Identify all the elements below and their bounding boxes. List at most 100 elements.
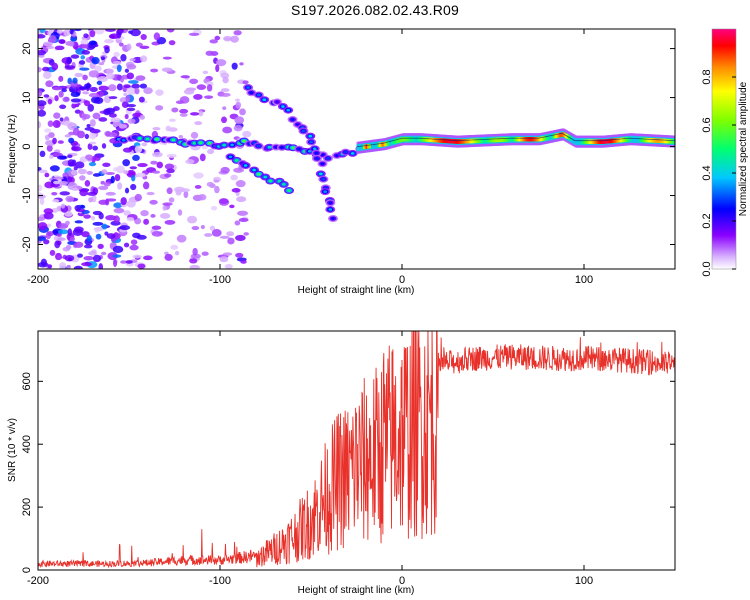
spectrogram-cell — [72, 127, 80, 136]
spectrogram-cell — [74, 220, 84, 224]
spectrogram-cell — [121, 101, 129, 108]
spectrogram-cell — [103, 182, 111, 187]
spectrogram-cell — [65, 195, 74, 203]
spectrogram-cell — [51, 199, 60, 203]
spectrogram-cell — [235, 234, 246, 241]
spectrogram-cell — [98, 85, 109, 91]
spectrogram-cell — [213, 179, 220, 183]
spectrogram-cell — [239, 108, 246, 116]
spectrogram-cell — [203, 95, 214, 99]
spectrogram-cell — [42, 71, 52, 79]
spectrogram-cell — [190, 131, 199, 139]
spectrogram-cell — [171, 138, 176, 142]
spectrogram-cell — [66, 56, 72, 65]
colorbar-tick-label: 0.8 — [701, 69, 713, 84]
spectrogram-cell — [67, 154, 73, 158]
spectrogram-cell — [65, 220, 70, 226]
spectrogram-cell — [57, 229, 69, 235]
spectrogram-cell — [43, 41, 53, 47]
spectrogram-cell — [222, 76, 229, 84]
spectrogram-cell — [123, 92, 128, 97]
spectrogram-cell — [290, 118, 295, 121]
spectrogram-cell — [242, 80, 249, 85]
snr-panel: -200 -100 0 100 0 200 400 600 Height of straig… — [7, 330, 676, 596]
spectrogram-cell — [137, 137, 142, 140]
spectrogram-cell — [237, 210, 249, 216]
spectrogram-cell — [108, 96, 118, 100]
spectrogram-cell — [64, 134, 71, 138]
spectrogram-cell — [106, 72, 115, 80]
spectrogram-cell — [74, 226, 84, 233]
spectrogram-cell — [320, 162, 325, 166]
spectrogram-cell — [159, 212, 171, 219]
spectrogram-cell — [214, 185, 220, 194]
spectrogram-cell — [236, 196, 247, 203]
spectrogram-cell — [125, 260, 133, 264]
spectrogram-cell — [89, 86, 98, 93]
spectrogram-cell — [321, 153, 325, 157]
spectrogram-cell — [104, 46, 110, 54]
spectrogram-cell — [40, 258, 48, 267]
spectrogram-cell — [130, 183, 137, 191]
spectrogram-cell — [309, 140, 314, 144]
spectrogram-cell — [125, 94, 131, 103]
spectrogram-cell — [140, 34, 147, 40]
spectrogram-cell — [84, 133, 90, 140]
spectrogram-cell — [321, 177, 326, 181]
spectrogram-cell — [108, 84, 117, 92]
spectrogram-cell — [74, 109, 81, 114]
spectrogram-cell — [155, 105, 164, 111]
spectrogram-x-tick-label: 0 — [399, 274, 405, 286]
spectrogram-cell — [127, 118, 136, 124]
spectrogram-cell — [48, 154, 54, 159]
spectrogram-cell — [287, 189, 291, 192]
spectrogram-cell — [110, 175, 115, 184]
spectrogram-cell — [112, 106, 120, 111]
spectrogram-cell — [226, 231, 235, 237]
spectrogram-cell — [100, 251, 107, 256]
snr-series-line — [38, 331, 675, 569]
spectrogram-cell — [215, 59, 227, 67]
spectrogram-cell — [155, 137, 159, 141]
spectrogram-cell — [222, 106, 227, 110]
spectrogram-cell — [104, 39, 114, 44]
spectrogram-cell — [220, 72, 230, 79]
spectrogram-cell — [70, 170, 77, 176]
spectrogram-cell — [56, 255, 63, 260]
spectrogram-cell — [38, 109, 47, 117]
spectrogram-cell — [46, 144, 53, 152]
spectrogram-cell — [124, 187, 130, 194]
spectrogram-cell — [328, 201, 333, 205]
spectrogram-cell — [190, 253, 201, 259]
spectrogram-cell — [86, 124, 91, 128]
spectrogram-cell — [123, 84, 131, 89]
spectrogram-cell — [242, 139, 246, 143]
spectrogram-cell — [179, 108, 189, 114]
spectrogram-cell — [73, 265, 83, 269]
spectrogram-cell — [57, 140, 64, 144]
spectrogram-cell — [230, 174, 238, 181]
spectrogram-cell — [199, 153, 206, 162]
spectrogram-cell — [178, 135, 184, 139]
spectrogram-cell — [155, 89, 164, 96]
spectrogram-y-ticks: -20 -10 0 10 20 — [21, 42, 675, 252]
spectrogram-cell — [105, 131, 111, 137]
spectrogram-cell — [189, 112, 200, 116]
spectrogram-cell — [210, 205, 218, 211]
spectrogram-cell — [211, 228, 222, 237]
spectrogram-cell — [224, 264, 233, 269]
spectrogram-cell — [156, 161, 164, 169]
spectrogram-cell — [45, 80, 54, 88]
spectrogram-cell — [343, 150, 348, 154]
spectrogram-cell — [54, 45, 65, 51]
snr-x-ticks: -200 -100 0 100 — [27, 331, 593, 587]
spectrogram-cell — [97, 243, 104, 250]
spectrogram-cell — [38, 222, 48, 230]
snr-x-tick-label: -100 — [209, 575, 231, 587]
spectrogram-cell — [69, 29, 74, 35]
spectrogram-cell — [331, 217, 335, 220]
spectrogram-cell — [207, 148, 215, 155]
spectrogram-cell — [130, 29, 141, 37]
spectrogram-cell — [49, 249, 56, 256]
spectrogram-cell — [92, 173, 101, 177]
